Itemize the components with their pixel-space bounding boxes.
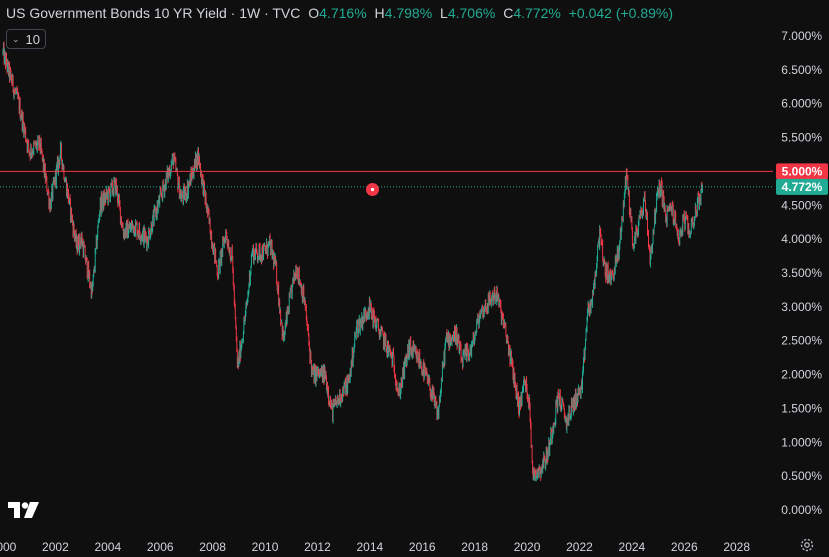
x-axis[interactable]: 2000 2002 2004 2006 2008 2010 2012 2014 2016 2018…: [0, 540, 750, 554]
y-axis[interactable]: 0.000% 0.500% 1.000% 1.500% 2.000% 2.500% 3.00…: [781, 29, 822, 517]
open-value: 4.716%: [319, 5, 367, 21]
close-value: 4.772%: [513, 5, 561, 21]
x-tick-label: 2012: [304, 540, 331, 554]
low-value: 4.706%: [447, 5, 496, 21]
last-price-label-bg: [776, 178, 828, 195]
y-tick-label: 0.000%: [781, 503, 822, 517]
x-tick-label: 2026: [671, 540, 698, 554]
x-tick-label: 2020: [514, 540, 541, 554]
x-tick-label: 2028: [723, 540, 750, 554]
hline-price-label-bg: [776, 163, 828, 180]
y-tick-label: 4.500%: [781, 198, 822, 212]
y-tick-label: 5.500%: [781, 131, 822, 145]
tradingview-logo-icon[interactable]: [8, 502, 40, 520]
x-tick-label: 2002: [42, 540, 69, 554]
y-tick-label: 2.000%: [781, 368, 822, 382]
x-tick-label: 2016: [409, 540, 436, 554]
y-tick-label: 6.000%: [781, 97, 822, 111]
indicator-toggle-value: 10: [25, 31, 40, 47]
legend-header: US Government Bonds 10 YR Yield · 1W · T…: [6, 5, 673, 21]
chevron-down-icon: ⌄: [11, 33, 20, 44]
low-label: L: [440, 5, 448, 21]
x-tick-label: 2006: [147, 540, 174, 554]
candles-layer: [2, 41, 703, 482]
y-tick-label: 6.500%: [781, 63, 822, 77]
close-label: C: [503, 5, 514, 21]
x-tick-label: 2010: [252, 540, 279, 554]
x-tick-label: 2024: [619, 540, 646, 554]
x-tick-label: 2014: [356, 540, 383, 554]
y-tick-label: 3.500%: [781, 266, 822, 280]
x-tick-label: 2018: [461, 540, 488, 554]
x-tick-label: 2000: [0, 540, 17, 554]
x-tick-label: 2004: [94, 540, 121, 554]
y-tick-label: 7.000%: [781, 29, 822, 43]
y-tick-label: 2.500%: [781, 334, 822, 348]
change-value: +0.042 (+0.89%): [568, 5, 674, 21]
y-tick-label: 1.500%: [781, 401, 822, 415]
price-labels: 5.000% 4.772%: [776, 163, 828, 195]
alert-marker-icon[interactable]: [365, 182, 380, 197]
x-tick-label: 2022: [566, 540, 593, 554]
symbol-title[interactable]: US Government Bonds 10 YR Yield · 1W · T…: [6, 5, 301, 21]
high-value: 4.798%: [384, 5, 433, 21]
last-price-label: 4.772%: [782, 180, 823, 194]
y-tick-label: 3.000%: [781, 300, 822, 314]
indicator-toggle-button[interactable]: ⌄ 10: [6, 29, 46, 49]
gear-icon[interactable]: [799, 537, 815, 553]
open-label: O: [308, 5, 320, 21]
hline-price-label: 5.000%: [782, 164, 823, 178]
y-tick-label: 4.000%: [781, 232, 822, 246]
high-label: H: [374, 5, 385, 21]
y-tick-label: 0.500%: [781, 469, 822, 483]
y-tick-label: 1.000%: [781, 435, 822, 449]
x-tick-label: 2008: [199, 540, 226, 554]
